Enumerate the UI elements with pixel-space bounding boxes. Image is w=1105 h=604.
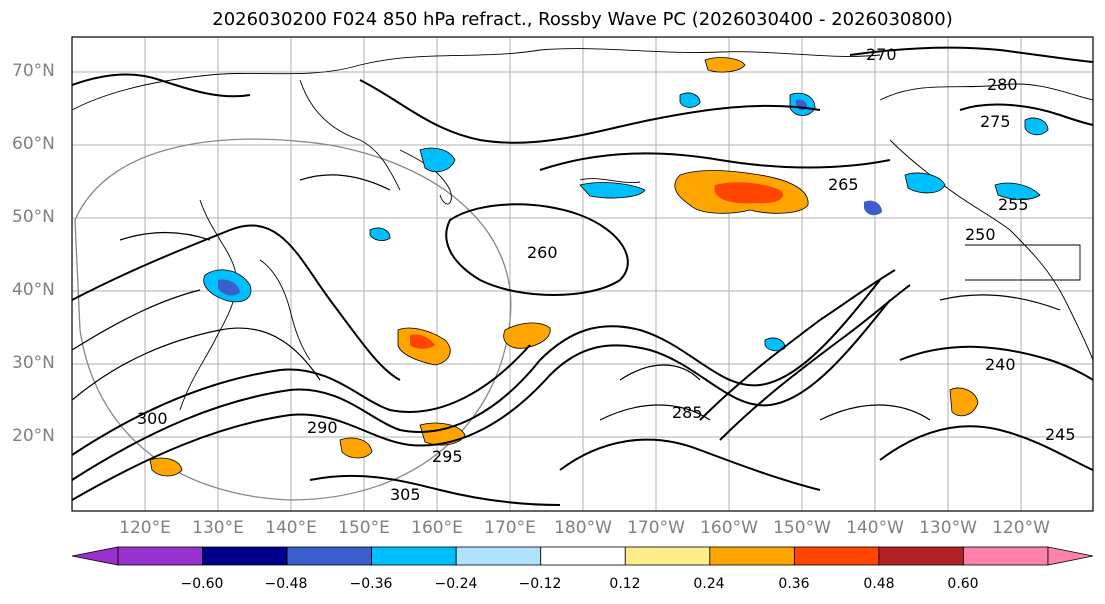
lon-label: 120°W bbox=[992, 518, 1050, 538]
colorbar-tick-label: 0.48 bbox=[863, 576, 895, 592]
colorbar bbox=[71, 546, 1094, 566]
pos-anomaly-core bbox=[410, 334, 435, 349]
lon-label: 140°W bbox=[846, 518, 904, 538]
lon-label: 130°W bbox=[919, 518, 977, 538]
lat-label: 20°N bbox=[12, 426, 55, 446]
colorbar-tick-label: −0.60 bbox=[180, 576, 224, 592]
lat-label: 40°N bbox=[12, 280, 55, 300]
contour-label: 260 bbox=[527, 243, 558, 262]
contour-label: 250 bbox=[965, 225, 996, 244]
pos-anomaly-patch bbox=[503, 322, 551, 349]
contour-label: 300 bbox=[137, 409, 168, 428]
lat-label: 60°N bbox=[12, 134, 55, 154]
neg-anomaly-patch bbox=[579, 182, 646, 199]
lon-label: 170°W bbox=[627, 518, 685, 538]
contour-labels: 270 265 260 280 275 255 250 245 240 285 … bbox=[137, 45, 1076, 504]
colorbar-extend-left bbox=[71, 546, 119, 566]
colorbar-extend-right bbox=[1047, 546, 1094, 566]
contour-label: 275 bbox=[980, 112, 1011, 131]
map-frame bbox=[71, 36, 1094, 512]
colorbar-segment bbox=[117, 546, 203, 566]
lon-label: 120°E bbox=[119, 518, 171, 538]
contour-label: 255 bbox=[998, 195, 1029, 214]
neg-anomaly-core bbox=[218, 279, 240, 296]
lon-label: 140°E bbox=[265, 518, 317, 538]
lat-label: 50°N bbox=[12, 207, 55, 227]
lon-label: 170°E bbox=[484, 518, 536, 538]
neg-anomaly-patch bbox=[764, 337, 786, 352]
lon-label: 160°W bbox=[700, 518, 758, 538]
colorbar-segment bbox=[455, 546, 542, 566]
refractivity-contours bbox=[72, 46, 1093, 506]
lon-label: 130°E bbox=[192, 518, 244, 538]
contour-label: 295 bbox=[432, 447, 463, 466]
lon-label: 160°E bbox=[411, 518, 463, 538]
contour-label: 280 bbox=[987, 75, 1018, 94]
lon-label: 180°W bbox=[554, 518, 612, 538]
neg-anomaly-patch bbox=[369, 227, 391, 241]
anomaly-patches bbox=[149, 57, 1049, 477]
lat-label: 30°N bbox=[12, 353, 55, 373]
colorbar-tick-label: −0.48 bbox=[264, 576, 308, 592]
colorbar-segment bbox=[202, 546, 288, 566]
neg-anomaly-patch bbox=[419, 147, 456, 173]
colorbar-tick-label: 0.12 bbox=[609, 576, 641, 592]
colorbar-segment bbox=[286, 546, 373, 566]
lat-label: 70°N bbox=[12, 61, 55, 81]
coastlines bbox=[72, 48, 1093, 411]
colorbar-segment bbox=[624, 546, 711, 566]
colorbar-segment bbox=[963, 546, 1049, 566]
wave-packet-outline bbox=[74, 138, 512, 501]
colorbar-tick-label: −0.12 bbox=[518, 576, 562, 592]
pos-anomaly-patch bbox=[339, 437, 373, 459]
pos-anomaly-patch bbox=[949, 387, 979, 417]
contour-label: 290 bbox=[307, 418, 338, 437]
refractivity-contours-thin bbox=[72, 174, 1061, 421]
colorbar-tick-label: 0.24 bbox=[693, 576, 725, 592]
contour-label: 240 bbox=[985, 355, 1016, 374]
contour-label: 305 bbox=[390, 485, 421, 504]
neg-anomaly-patch bbox=[904, 172, 946, 194]
map-title: 2026030200 F024 850 hPa refract., Rossby… bbox=[212, 9, 953, 30]
contour-label: 285 bbox=[672, 403, 703, 422]
neg-anomaly-patch bbox=[679, 92, 701, 108]
contour-label: 265 bbox=[828, 175, 859, 194]
neg-anomaly-patch bbox=[994, 182, 1041, 200]
colorbar-segment bbox=[540, 546, 626, 566]
colorbar-tick-label: 0.60 bbox=[947, 576, 979, 592]
colorbar-segment bbox=[793, 546, 880, 566]
neg-anomaly-patch bbox=[1024, 117, 1049, 136]
pos-anomaly-patch bbox=[704, 57, 746, 73]
lon-label: 150°E bbox=[338, 518, 390, 538]
lon-label: 150°W bbox=[773, 518, 831, 538]
contour-label: 245 bbox=[1045, 425, 1076, 444]
colorbar-segment bbox=[878, 546, 964, 566]
colorbar-tick-label: −0.24 bbox=[434, 576, 478, 592]
colorbar-tick-label: −0.36 bbox=[349, 576, 393, 592]
pos-anomaly-core bbox=[714, 182, 784, 204]
colorbar-segment bbox=[709, 546, 795, 566]
neg-anomaly-core bbox=[864, 200, 882, 216]
contour-label: 270 bbox=[866, 45, 897, 64]
pos-anomaly-patch bbox=[149, 457, 183, 477]
colorbar-segment bbox=[371, 546, 457, 566]
colorbar-tick-label: 0.36 bbox=[778, 576, 810, 592]
